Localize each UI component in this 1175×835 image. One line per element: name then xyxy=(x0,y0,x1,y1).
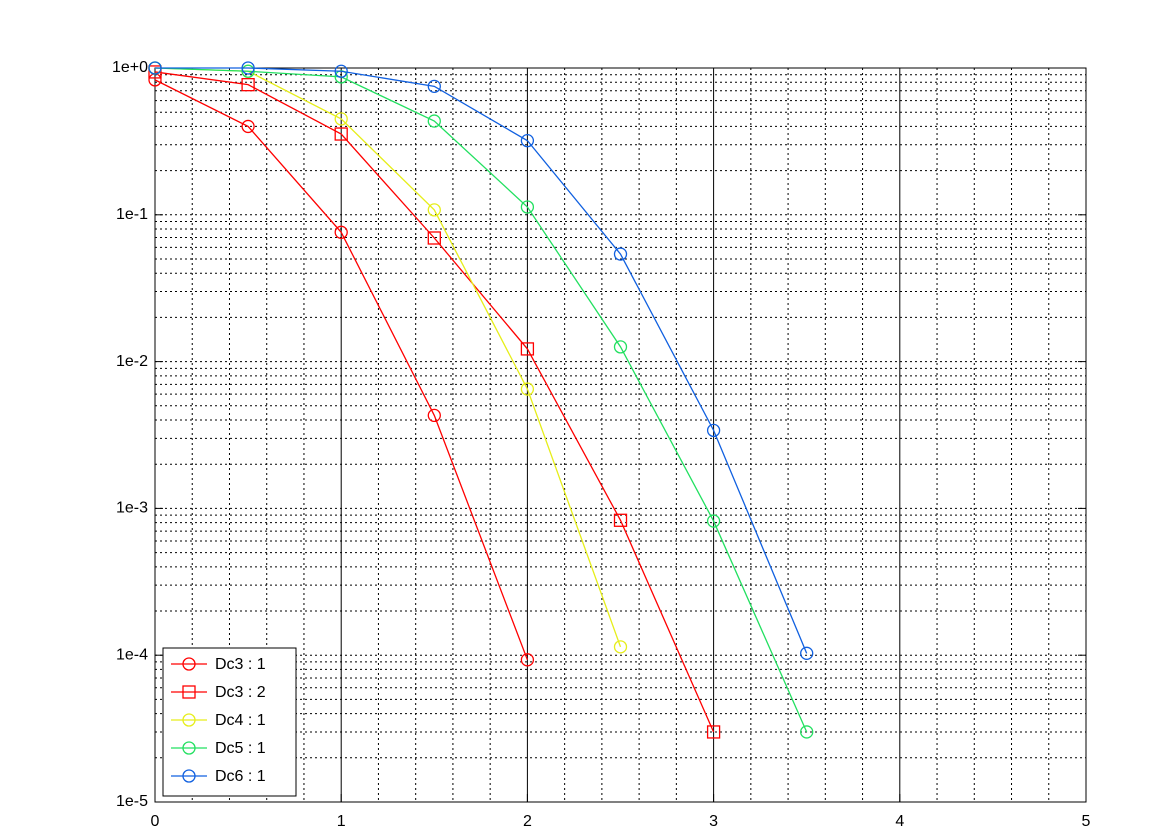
marker xyxy=(613,247,628,261)
y-tick-label: 1e-2 xyxy=(116,353,148,370)
x-tick-label: 4 xyxy=(895,813,904,830)
marker xyxy=(427,408,441,423)
marker xyxy=(800,646,814,660)
legend-label: Dc5 : 1 xyxy=(215,740,266,757)
line xyxy=(154,67,808,733)
marker xyxy=(241,78,255,92)
y-tick-label: 1e-5 xyxy=(116,793,148,810)
marker xyxy=(241,61,255,75)
legend-label: Dc3 : 1 xyxy=(215,656,266,673)
marker xyxy=(613,513,628,527)
y-tick-label: 1e+0 xyxy=(112,59,148,76)
marker xyxy=(334,112,348,126)
legend-marker xyxy=(182,713,196,727)
marker xyxy=(241,119,255,134)
x-tick-label: 3 xyxy=(709,813,718,830)
marker xyxy=(520,200,535,214)
line xyxy=(155,67,808,654)
marker xyxy=(334,225,348,239)
line xyxy=(154,71,715,733)
x-tick-label: 5 xyxy=(1082,813,1091,830)
marker xyxy=(148,65,162,79)
marker xyxy=(520,342,535,356)
y-tick-label: 1e-3 xyxy=(116,500,148,517)
x-tick-label: 0 xyxy=(151,813,160,830)
line xyxy=(154,67,622,648)
marker xyxy=(427,114,441,128)
marker xyxy=(800,725,814,739)
y-tick-label: 1e-1 xyxy=(116,206,148,223)
legend-marker xyxy=(182,769,196,783)
marker xyxy=(706,423,721,438)
marker xyxy=(613,640,628,654)
marker xyxy=(613,340,628,354)
marker xyxy=(520,382,535,396)
legend-label: Dc3 : 2 xyxy=(215,684,266,701)
marker xyxy=(706,725,721,739)
marker xyxy=(520,653,535,667)
x-tick-label: 2 xyxy=(523,813,532,830)
y-tick-label: 1e-4 xyxy=(116,646,148,663)
marker xyxy=(427,231,441,245)
legend-label: Dc4 : 1 xyxy=(215,712,266,729)
marker xyxy=(334,127,348,141)
marker xyxy=(706,514,721,528)
marker xyxy=(334,64,348,78)
marker xyxy=(241,64,255,78)
legend-marker xyxy=(182,685,196,699)
marker xyxy=(427,79,441,93)
marker xyxy=(520,133,535,148)
marker xyxy=(148,61,162,75)
legend-marker xyxy=(182,657,196,671)
marker xyxy=(427,203,441,217)
line xyxy=(154,79,529,661)
legend-label: Dc6 : 1 xyxy=(215,768,266,785)
legend-marker xyxy=(182,741,196,755)
x-tick-label: 1 xyxy=(337,813,346,830)
plot-frame xyxy=(154,67,1087,803)
